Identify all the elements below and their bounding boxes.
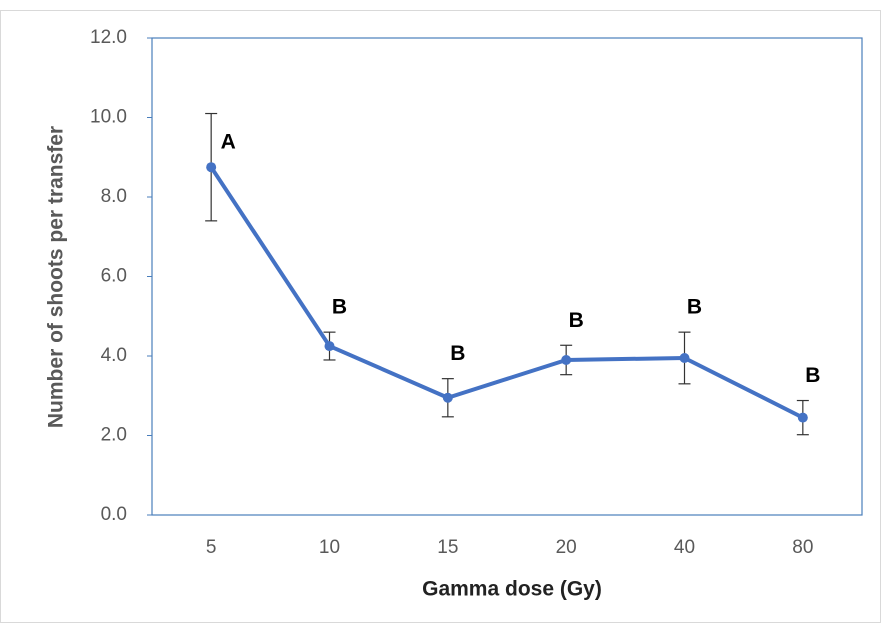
point xyxy=(561,354,572,365)
x-tick-label: 80 xyxy=(792,537,813,558)
annotation: B xyxy=(332,296,347,319)
y-tick-label: 4.0 xyxy=(101,345,127,366)
x-tick-label: 10 xyxy=(319,537,340,558)
point xyxy=(324,341,335,352)
y-tick-label: 2.0 xyxy=(101,425,127,446)
y-tick-label: 8.0 xyxy=(101,186,127,207)
y-tick-label: 0.0 xyxy=(101,504,127,525)
chart-border xyxy=(0,10,881,623)
x-tick-label: 5 xyxy=(206,537,217,558)
x-tick-label: 15 xyxy=(437,537,458,558)
line xyxy=(209,166,804,420)
x-tick-label: 20 xyxy=(556,537,577,558)
y-tick-label: 12.0 xyxy=(90,27,127,48)
annotation: B xyxy=(687,296,702,319)
plot-border xyxy=(151,37,863,516)
annotation: B xyxy=(450,342,465,365)
annotation: B xyxy=(569,309,584,332)
y-tick-label: 6.0 xyxy=(101,266,127,287)
point xyxy=(679,352,690,363)
y-axis-label: Number of shoots per transfer xyxy=(45,126,68,428)
point xyxy=(797,412,808,423)
annotation: B xyxy=(805,364,820,387)
x-axis-label: Gamma dose (Gy) xyxy=(422,578,602,601)
x-tick-label: 40 xyxy=(674,537,695,558)
point xyxy=(206,162,217,173)
annotation: A xyxy=(221,131,236,154)
y-tick-label: 10.0 xyxy=(90,107,127,128)
point xyxy=(442,392,453,403)
